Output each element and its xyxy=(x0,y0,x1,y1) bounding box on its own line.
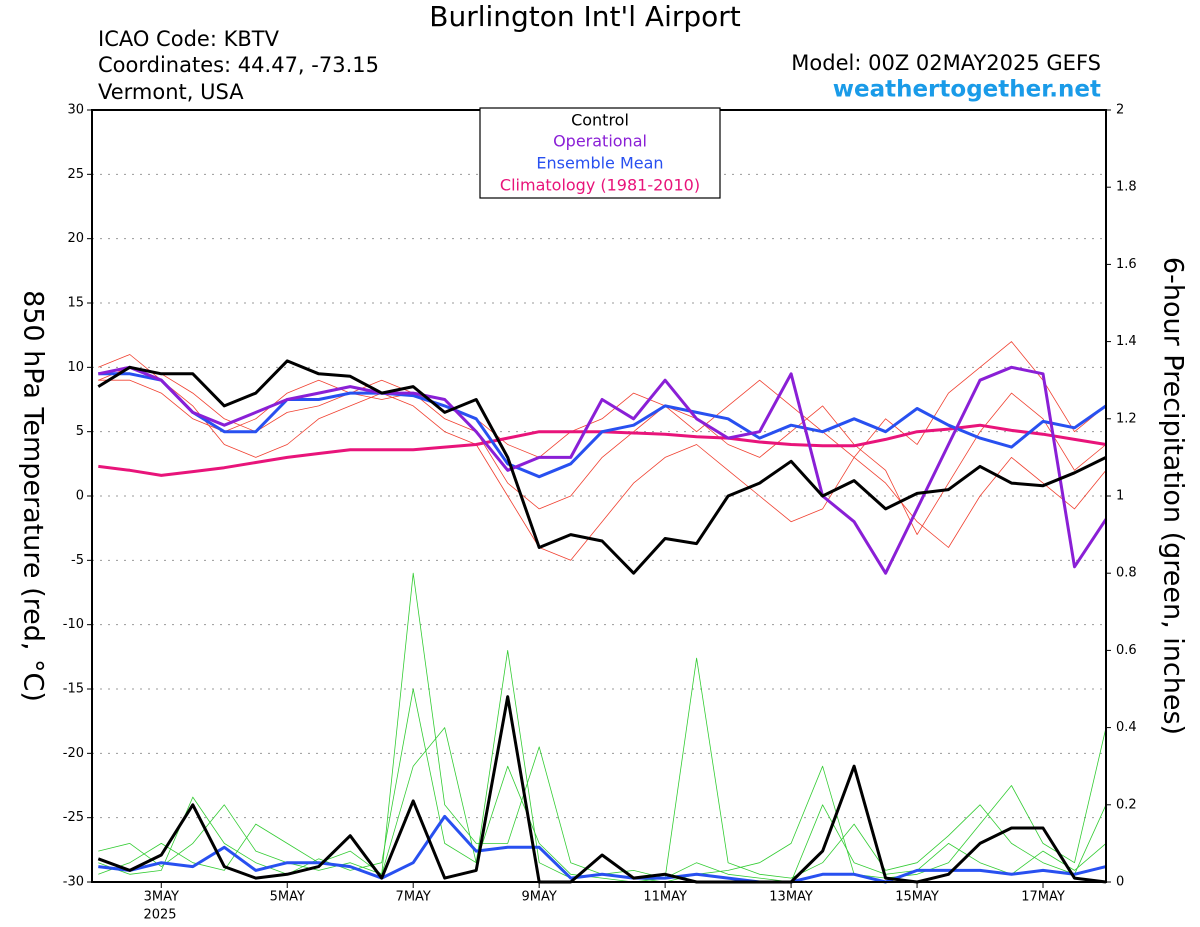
legend-entry: Operational xyxy=(553,132,647,151)
plot-area xyxy=(92,109,1108,884)
y-tick-label: -10 xyxy=(63,617,84,632)
y-tick-label: 20 xyxy=(67,231,84,246)
y2-tick-label: 2 xyxy=(1116,103,1124,118)
x-year-label: 2025 xyxy=(143,908,176,923)
legend: Control Operational Ensemble Mean Climat… xyxy=(479,107,721,199)
y-tick-label: -20 xyxy=(63,746,84,761)
series-line xyxy=(98,341,1107,561)
y2-tick-label: 0.6 xyxy=(1116,643,1137,658)
x-tick-label: 5MAY xyxy=(270,890,305,905)
chart-title: Burlington Int'l Airport xyxy=(429,0,741,33)
series-line xyxy=(97,695,1107,884)
x-tick-label: 3MAY xyxy=(144,890,179,905)
x-tick-label: 11MAY xyxy=(643,890,687,905)
y-tick-label: -25 xyxy=(63,810,84,825)
y2-tick-label: 1.2 xyxy=(1116,411,1137,426)
y2-tick-label: 1.8 xyxy=(1116,180,1137,195)
y-tick-label: 30 xyxy=(67,103,84,118)
y-tick-label: 5 xyxy=(76,424,84,439)
series-line xyxy=(98,814,1107,884)
y-tick-label: 10 xyxy=(67,360,84,375)
y2-tick-label: 1.6 xyxy=(1116,257,1137,272)
legend-entry: Ensemble Mean xyxy=(536,154,663,173)
y2-axis-label: 6-hour Precipitation (green, inches) xyxy=(1158,257,1189,735)
series-line xyxy=(98,379,1107,548)
legend-entry: Climatology (1981-2010) xyxy=(500,176,700,195)
info-line: Vermont, USA xyxy=(98,80,244,104)
y2-tick-label: 0.2 xyxy=(1116,797,1137,812)
y-axis-label: 850 hPa Temperature (red, °C) xyxy=(18,290,49,702)
x-tick-label: 7MAY xyxy=(396,890,431,905)
x-tick-label: 17MAY xyxy=(1021,890,1065,905)
y-tick-label: -15 xyxy=(63,682,84,697)
y-tick-label: 25 xyxy=(67,167,84,182)
y-tick-label: 15 xyxy=(67,296,84,311)
x-tick-label: 15MAY xyxy=(895,890,939,905)
legend-box xyxy=(479,107,721,199)
x-tick-label: 9MAY xyxy=(522,890,557,905)
y2-tick-label: 1 xyxy=(1116,489,1124,504)
series-line xyxy=(98,366,1107,535)
y-tick-label: -5 xyxy=(71,553,84,568)
series-line xyxy=(98,688,1107,883)
info-line: Coordinates: 44.47, -73.15 xyxy=(98,53,379,77)
y-tick-label: 0 xyxy=(76,489,84,504)
y2-tick-label: 0 xyxy=(1116,875,1124,890)
y-tick-label: -30 xyxy=(63,875,84,890)
model-label: Model: 00Z 02MAY2025 GEFS xyxy=(791,51,1101,75)
y2-tick-label: 0.4 xyxy=(1116,720,1137,735)
series-line xyxy=(97,365,1108,575)
y2-tick-label: 0.8 xyxy=(1116,566,1137,581)
info-line: ICAO Code: KBTV xyxy=(98,27,280,51)
series-line xyxy=(98,572,1107,879)
series-line xyxy=(98,372,1107,479)
source-label: weathertogether.net xyxy=(833,77,1101,103)
legend-entry: Control xyxy=(571,111,629,130)
x-tick-label: 13MAY xyxy=(769,890,813,905)
series-line xyxy=(97,359,1107,575)
y2-tick-label: 1.4 xyxy=(1116,334,1137,349)
